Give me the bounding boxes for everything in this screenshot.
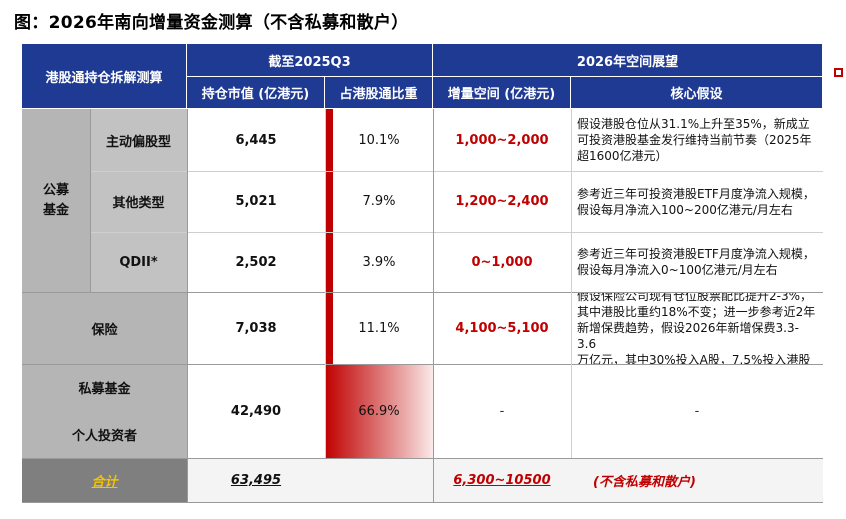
row-label-other-types: 其他类型 xyxy=(90,171,187,232)
assumption-line: 假设每月净流入0~100亿港元/月左右 xyxy=(577,263,778,277)
row-label-header: 港股通持仓拆解测算 xyxy=(22,44,187,109)
col-header-ratio: 占港股通比重 xyxy=(325,77,433,109)
assumption-private-individual: - xyxy=(571,364,823,458)
total-space: 6,300~10500 xyxy=(453,472,551,488)
ratio-insurance: 11.1% xyxy=(358,320,400,336)
row-divider xyxy=(90,232,823,233)
col-header-value: 持仓市值 (亿港元) xyxy=(187,77,325,109)
square-bullet-icon xyxy=(834,68,843,77)
page-title: 图：2026年南向增量资金测算（不含私募和散户） xyxy=(14,13,409,33)
assumption-other-types: 参考近三年可投资港股ETF月度净流入规模， 假设每月净流入100~200亿港元/月… xyxy=(571,171,823,232)
ratio-bar-qdii xyxy=(325,232,333,292)
col-divider xyxy=(187,109,188,502)
total-ratio-cell xyxy=(325,458,433,502)
ratio-private-individual: 66.9% xyxy=(358,403,400,419)
row-divider xyxy=(22,364,823,365)
row-label-qdii: QDII* xyxy=(90,232,187,292)
total-space-cell: 6,300~10500 xyxy=(433,458,571,502)
total-value-cell: 63,495 xyxy=(187,458,325,502)
col-divider xyxy=(571,109,572,458)
ratio-other-types: 7.9% xyxy=(362,194,396,209)
assumption-line: 新增保费趋势，假设2026年新增保费3.3-3.6 xyxy=(577,321,799,351)
total-label-cell: 合计 xyxy=(22,458,187,502)
space-qdii: 0~1,000 xyxy=(433,232,571,292)
row-label-individual: 个人投资者 xyxy=(22,411,187,458)
ratio-cell-active-equity: 10.1% xyxy=(325,109,433,171)
ratio-active-equity: 10.1% xyxy=(358,132,400,148)
ratio-bar-other-types xyxy=(325,171,333,232)
assumption-line: 参考近三年可投资港股ETF月度净流入规模， xyxy=(577,186,815,201)
assumption-line: 万亿元，其中30%投入A股，7.5%投入港股 xyxy=(577,353,811,364)
assumption-line: 参考近三年可投资港股ETF月度净流入规模， xyxy=(577,247,815,261)
col-divider xyxy=(433,109,434,502)
ratio-bar-private-individual xyxy=(325,364,433,458)
row-label-insurance: 保险 xyxy=(22,292,187,364)
ratio-cell-qdii: 3.9% xyxy=(325,232,433,292)
ratio-cell-private-individual: 66.9% xyxy=(325,364,433,458)
row-label-private-fund: 私募基金 xyxy=(22,364,187,411)
group-header-outlook: 2026年空间展望 xyxy=(433,44,823,77)
ratio-bar-insurance xyxy=(325,292,333,364)
row-divider xyxy=(22,502,823,503)
assumption-line: 其中港股比重约18%不变；进一步参考近2年 xyxy=(577,305,816,319)
ratio-cell-other-types: 7.9% xyxy=(325,171,433,232)
col-header-assumption: 核心假设 xyxy=(571,77,823,109)
col-divider xyxy=(325,109,326,458)
col-divider xyxy=(90,109,91,292)
total-note-cell: (不含私募和散户) xyxy=(571,458,823,502)
row-divider xyxy=(22,292,823,293)
total-value: 63,495 xyxy=(230,472,282,488)
space-insurance: 4,100~5,100 xyxy=(433,292,571,364)
public-fund-group-label: 公募 基金 xyxy=(22,109,90,292)
ratio-cell-insurance: 11.1% xyxy=(325,292,433,364)
assumption-line: 假设港股仓位从31.1%上升至35%，新成立 xyxy=(577,117,810,131)
assumption-line: 可投资港股基金发行维持当前节奏（2025年 xyxy=(577,133,812,147)
space-other-types: 1,200~2,400 xyxy=(433,171,571,232)
value-private-individual: 42,490 xyxy=(187,364,325,458)
assumption-line: 超1600亿港元） xyxy=(577,149,668,163)
assumption-insurance: 假设保险公司现有仓位股票配比提升2-3%， 其中港股比重约18%不变；进一步参考近… xyxy=(571,292,823,364)
value-insurance: 7,038 xyxy=(187,292,325,364)
value-other-types: 5,021 xyxy=(187,171,325,232)
assumption-line: 假设保险公司现有仓位股票配比提升2-3%， xyxy=(577,292,813,303)
row-label-active-equity: 主动偏股型 xyxy=(90,109,187,171)
total-note: (不含私募和散户) xyxy=(593,474,696,490)
group-header-current: 截至2025Q3 xyxy=(187,44,433,77)
value-qdii: 2,502 xyxy=(187,232,325,292)
space-active-equity: 1,000~2,000 xyxy=(433,109,571,171)
col-header-space: 增量空间 (亿港元) xyxy=(433,77,571,109)
ratio-qdii: 3.9% xyxy=(362,254,396,270)
row-divider xyxy=(22,458,823,459)
assumption-active-equity: 假设港股仓位从31.1%上升至35%，新成立 可投资港股基金发行维持当前节奏（20… xyxy=(571,109,823,171)
row-divider xyxy=(90,171,823,172)
assumption-qdii: 参考近三年可投资港股ETF月度净流入规模， 假设每月净流入0~100亿港元/月左右 xyxy=(571,232,823,292)
total-label: 合计 xyxy=(91,474,118,490)
space-private-individual: - xyxy=(433,364,571,458)
ratio-bar-active-equity xyxy=(325,109,333,171)
assumption-line: 假设每月净流入100~200亿港元/月左右 xyxy=(577,202,793,217)
value-active-equity: 6,445 xyxy=(187,109,325,171)
